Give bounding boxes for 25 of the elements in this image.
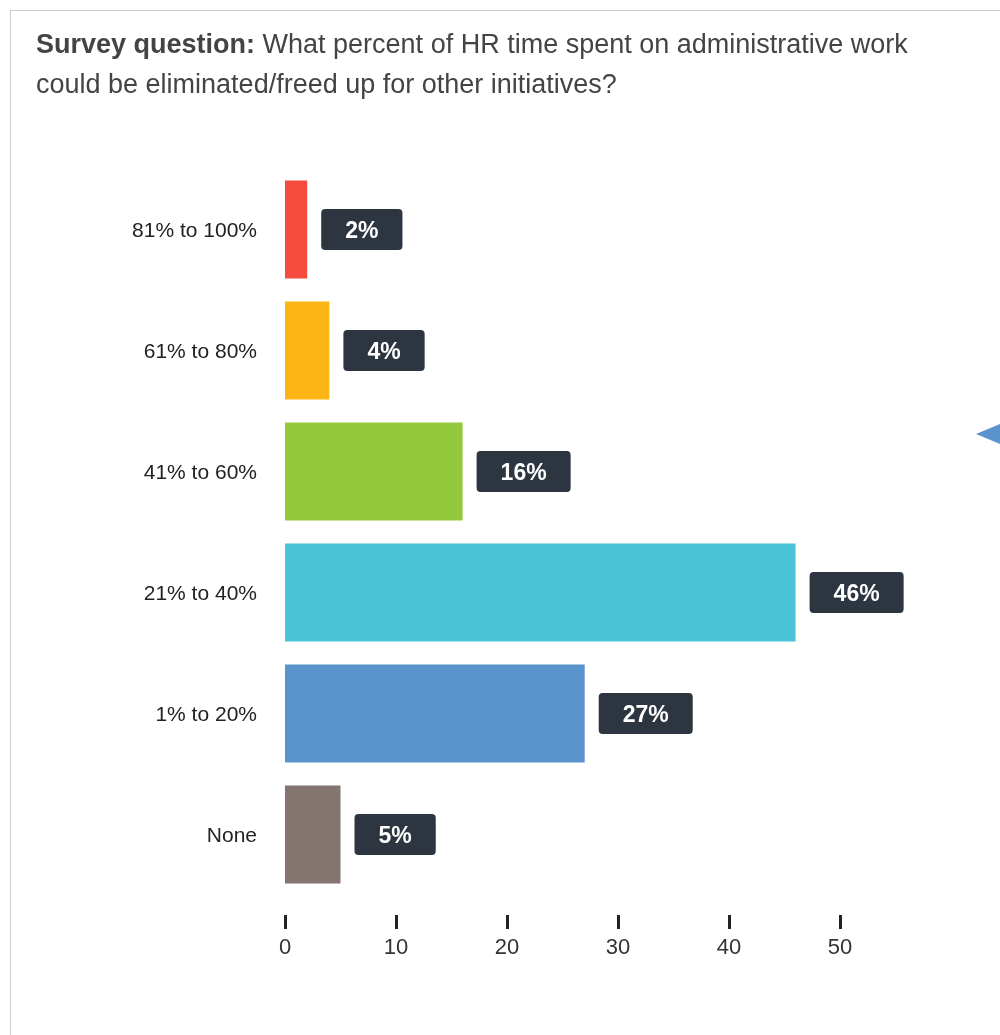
data-label: 27%: [622, 700, 669, 727]
x-tick-label: 0: [278, 933, 292, 959]
x-tick-label: 30: [605, 933, 631, 959]
y-tick-label: None: [206, 823, 257, 846]
x-tick-label: 50: [827, 933, 853, 959]
y-tick-label: 41% to 60%: [143, 460, 257, 483]
bar: [285, 664, 585, 763]
bar: [285, 785, 341, 884]
bar: [285, 422, 463, 521]
x-tick-label: 40: [716, 933, 742, 959]
y-tick-label: 1% to 20%: [155, 702, 257, 725]
data-label: 4%: [367, 337, 401, 364]
y-tick-label: 81% to 100%: [132, 218, 257, 241]
y-tick-label: 61% to 80%: [143, 339, 257, 362]
bar: [285, 301, 330, 400]
data-label: 16%: [500, 458, 547, 485]
x-tick-label: 20: [494, 933, 520, 959]
data-label: 46%: [833, 579, 880, 606]
x-tick-label: 10: [383, 933, 409, 959]
bar: [285, 543, 796, 642]
data-label: 2%: [345, 216, 379, 243]
data-label: 5%: [378, 821, 412, 848]
chart-title: Survey question: What percent of HR time spent on administrative work could be eliminated/freed up for other initiatives?: [36, 28, 909, 101]
y-tick-label: 21% to 40%: [143, 581, 257, 604]
bar: [285, 180, 308, 279]
